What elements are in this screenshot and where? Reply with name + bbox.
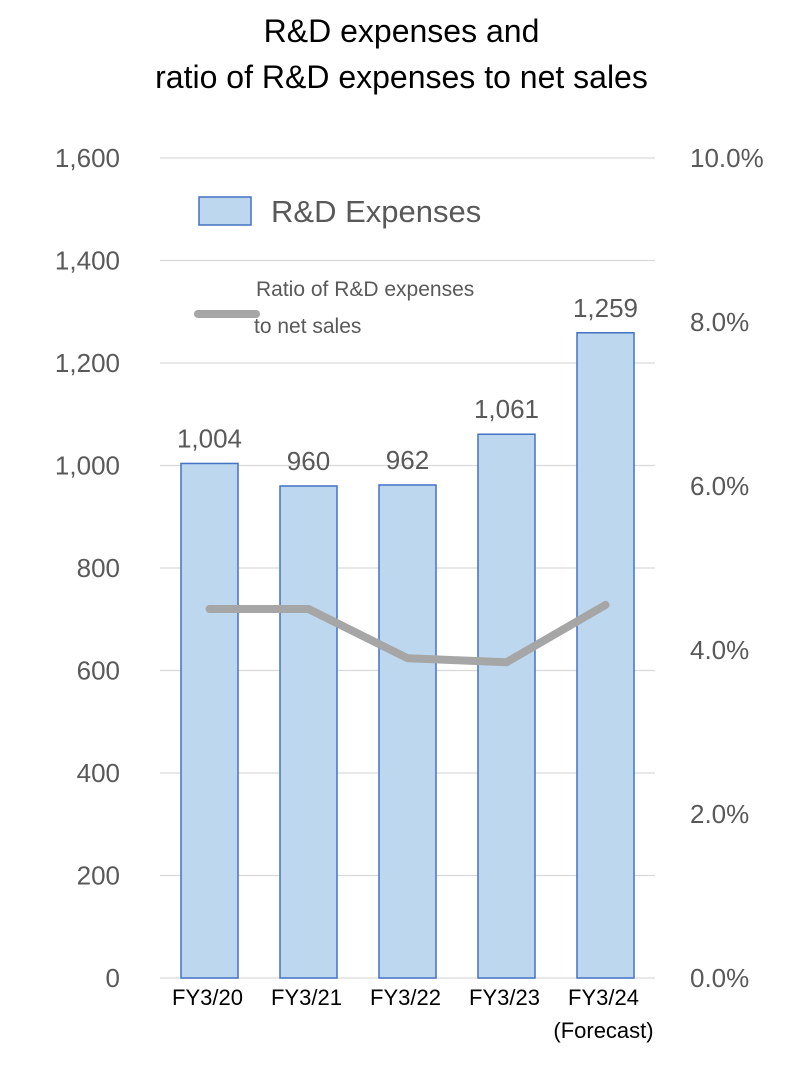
- left-axis-tick-label: 1,600: [55, 143, 120, 173]
- category-label: FY3/23: [469, 985, 540, 1010]
- right-axis: 0.0% 2.0% 4.0% 6.0% 8.0% 10.0%: [690, 143, 764, 993]
- bar-data-label: 960: [287, 446, 330, 476]
- bar-fy3-21: [279, 485, 338, 979]
- legend-bar-swatch: [198, 196, 252, 226]
- category-label: FY3/21: [271, 985, 342, 1010]
- right-axis-tick-label: 2.0%: [690, 799, 749, 829]
- line-series: [205, 600, 610, 667]
- category-label: FY3/24: [568, 985, 639, 1010]
- bar-data-label: 1,004: [177, 423, 242, 453]
- right-axis-tick-label: 4.0%: [690, 635, 749, 665]
- right-axis-tick-label: 10.0%: [690, 143, 764, 173]
- left-axis-tick-label: 600: [77, 656, 120, 686]
- left-axis: 0 200 400 600 800 1,000 1,200 1,400 1,600: [55, 143, 120, 993]
- left-axis-tick-label: 400: [77, 758, 120, 788]
- right-axis-tick-label: 0.0%: [690, 963, 749, 993]
- category-sublabel: (Forecast): [553, 1018, 653, 1043]
- bar-fy3-23: [477, 433, 536, 979]
- left-axis-tick-label: 800: [77, 553, 120, 583]
- bar-data-label: 1,061: [474, 394, 539, 424]
- legend-line-label-line-2: to net sales: [254, 315, 361, 338]
- left-axis-tick-label: 200: [77, 861, 120, 891]
- category-label: FY3/20: [172, 985, 243, 1010]
- bar-fy3-24: [576, 332, 635, 979]
- left-axis-tick-label: 1,400: [55, 246, 120, 276]
- bar-data-label: 962: [386, 445, 429, 475]
- bar-data-label: 1,259: [573, 293, 638, 323]
- data-labels: 1,004 960 962 1,061 1,259: [177, 293, 638, 476]
- category-label: FY3/22: [370, 985, 441, 1010]
- chart-title: R&D expenses and ratio of R&D expenses t…: [0, 8, 803, 100]
- left-axis-tick-label: 1,200: [55, 348, 120, 378]
- bar-fy3-22: [378, 484, 437, 979]
- bar-series: [180, 332, 635, 979]
- category-axis: FY3/20 FY3/21 FY3/22 FY3/23 FY3/24 (Forecast): [172, 985, 654, 1043]
- legend-bar-label: R&D Expenses: [271, 194, 481, 229]
- right-axis-tick-label: 6.0%: [690, 471, 749, 501]
- legend-line-label-line-1: Ratio of R&D expenses: [256, 278, 474, 301]
- legend: R&D Expenses Ratio of R&D expenses to net …: [194, 194, 481, 338]
- bar-fy3-20: [180, 462, 239, 979]
- right-axis-tick-label: 8.0%: [690, 307, 749, 337]
- chart-title-line-1: R&D expenses and: [263, 13, 540, 49]
- left-axis-tick-label: 1,000: [55, 451, 120, 481]
- left-axis-tick-label: 0: [106, 963, 120, 993]
- chart-title-line-2: ratio of R&D expenses to net sales: [155, 59, 648, 95]
